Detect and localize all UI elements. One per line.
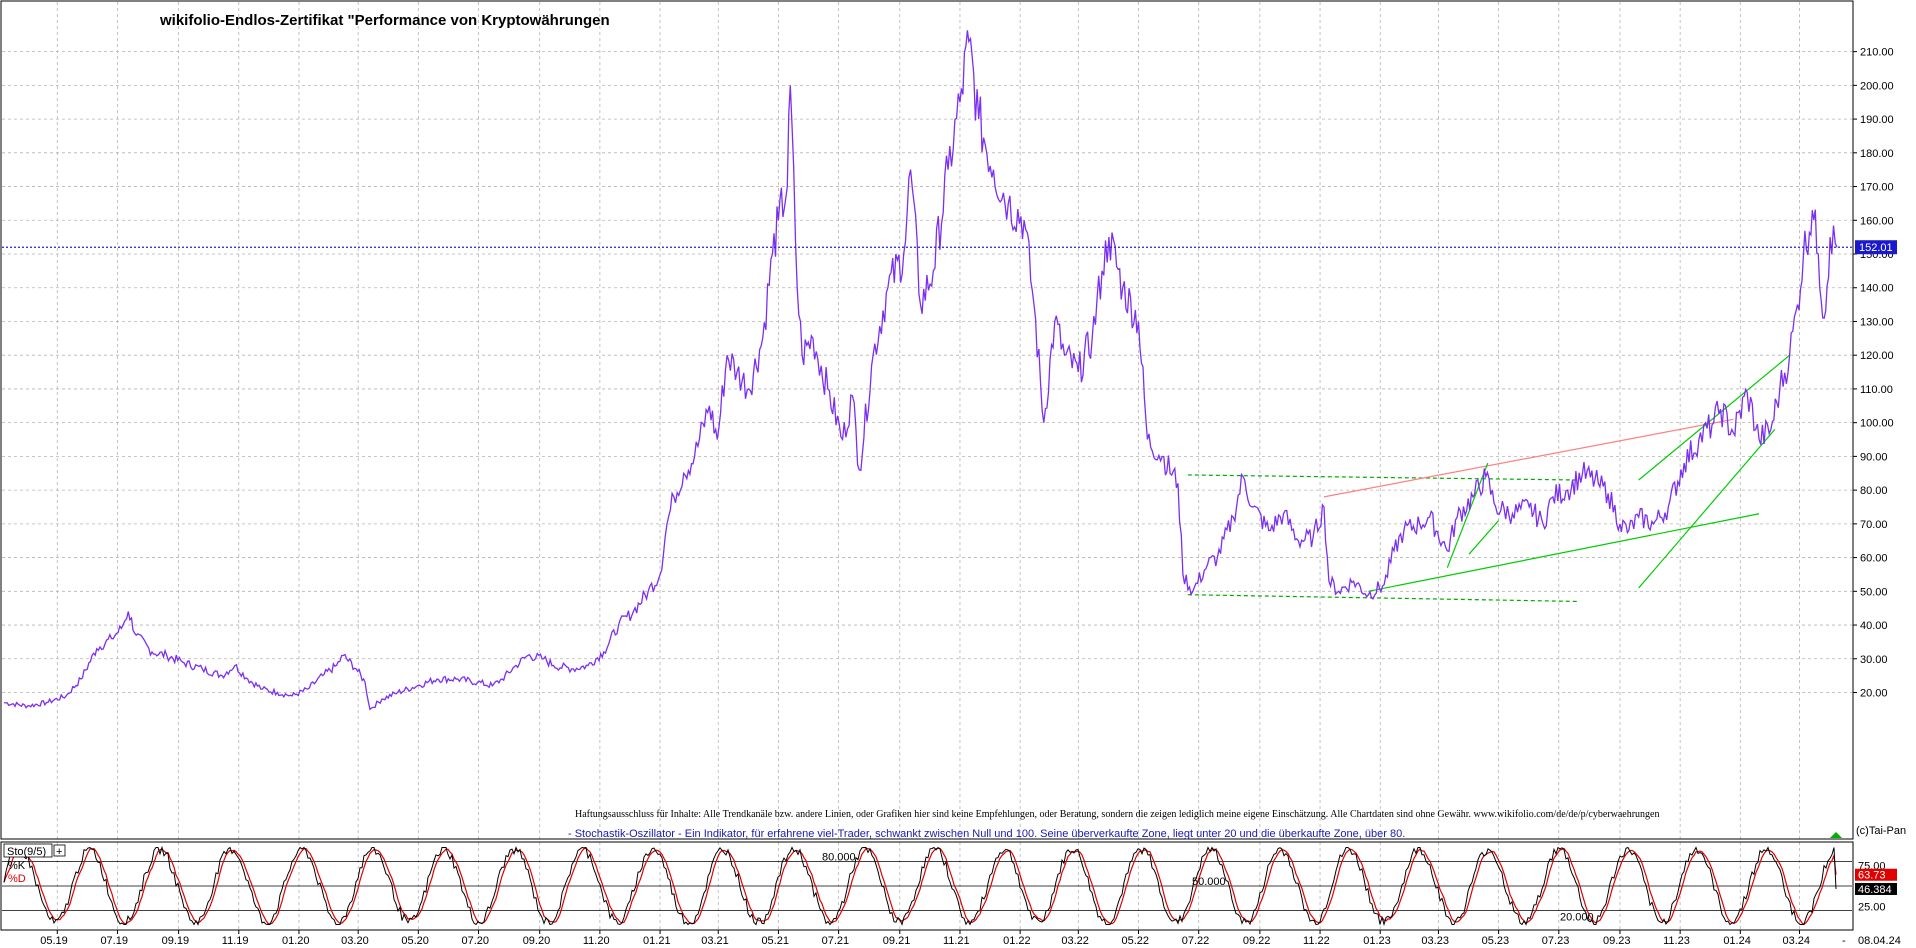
x-tick-label: 03.22 (1061, 935, 1089, 947)
scroll-marker-icon (1830, 832, 1842, 838)
level-50-label: 50.000 (1192, 876, 1226, 888)
x-tick-label: 11.22 (1303, 935, 1330, 947)
x-tick-label: 03.23 (1421, 935, 1449, 947)
x-tick-label: 05.21 (761, 935, 789, 947)
x-tick-label: 01.22 (1003, 935, 1031, 947)
price-tick-label: 210.00 (1860, 47, 1894, 59)
oscillator-expand-button[interactable] (53, 844, 66, 857)
disclaimer-text: Haftungsausschluss für Inhalte: Alle Tre… (575, 809, 1660, 820)
price-tick-label: 120.00 (1860, 350, 1894, 362)
level-80-label: 80.000 (822, 851, 856, 863)
trend-line (1446, 462, 1489, 568)
price-tick-label: 190.00 (1860, 114, 1894, 126)
x-tick-label: 11.21 (943, 935, 970, 947)
x-tick-label: 09.21 (883, 935, 911, 947)
price-tick-label: 90.00 (1860, 451, 1888, 463)
x-tick-label: 09.22 (1243, 935, 1271, 947)
price-tick-label: 40.00 (1860, 620, 1888, 632)
price-tick-label: 30.00 (1860, 654, 1888, 666)
x-tick-label: 01.21 (643, 935, 671, 947)
x-tick-label: 01.23 (1363, 935, 1391, 947)
trend-lines (1187, 354, 1791, 603)
watermark: (c)Tai-Pan (1856, 825, 1906, 837)
x-tick-label: 11.20 (583, 935, 610, 947)
level-20-label: 20.000 (1560, 912, 1594, 924)
x-axis-dash: - (1842, 935, 1846, 947)
x-tick-label: 03.24 (1783, 935, 1811, 947)
trend-line (1323, 418, 1734, 498)
x-tick-label: 07.21 (822, 935, 850, 947)
trend-line (1187, 594, 1578, 603)
trend-line (1638, 429, 1776, 589)
current-value-label: 152.01 (1855, 240, 1897, 255)
x-tick-label: 07.23 (1542, 935, 1570, 947)
legend-k: %K (8, 860, 26, 872)
price-tick-label: 100.00 (1860, 418, 1894, 430)
chart-title: wikifolio-Endlos-Zertifikat "Performance… (159, 12, 610, 29)
x-tick-label: 09.23 (1603, 935, 1631, 947)
grid-lines (2, 2, 1852, 929)
price-panel-frame (0, 0, 1854, 840)
price-tick-label: 20.00 (1860, 688, 1888, 700)
x-axis: 05.19 07.19 09.19 11.19 01.20 03.20 05.20 07.20… (40, 930, 1810, 947)
price-tick-label: 200.00 (1860, 80, 1894, 92)
price-tick-label: 70.00 (1860, 519, 1888, 531)
price-tick-label: 140.00 (1860, 283, 1894, 295)
trend-line (1187, 474, 1578, 481)
x-tick-label: 05.23 (1482, 935, 1510, 947)
price-tick-label: 160.00 (1860, 215, 1894, 227)
osc-tick-25: 25.00 (1858, 902, 1886, 914)
stoch-k-value: 46.384 (1858, 884, 1892, 896)
price-axis: 20.00 30.00 40.00 50.00 60.00 70.00 80.00 90.00… (1853, 47, 1894, 700)
x-tick-label: 09.20 (523, 935, 551, 947)
x-tick-label: 07.22 (1182, 935, 1210, 947)
x-tick-label: 07.19 (100, 935, 128, 947)
stoch-k-badge (1855, 882, 1897, 895)
oscillator-frame (0, 841, 1854, 931)
current-value-badge (1855, 240, 1897, 255)
price-tick-label: 170.00 (1860, 182, 1894, 194)
price-tick-label: 60.00 (1860, 553, 1888, 565)
x-tick-label: 01.20 (282, 935, 310, 947)
price-series-line (3, 30, 1838, 711)
current-value-text: 152.01 (1859, 242, 1893, 254)
x-tick-label: 09.19 (162, 935, 190, 947)
x-tick-label: 05.22 (1122, 935, 1150, 947)
price-tick-label: 50.00 (1860, 586, 1888, 598)
x-tick-label: 05.19 (40, 935, 68, 947)
x-axis-end-date: 08.04.24 (1858, 935, 1901, 947)
stoch-k-line (3, 845, 1837, 927)
price-panel: wikifolio-Endlos-Zertifikat "Performance… (0, 0, 1854, 840)
price-tick-label: 130.00 (1860, 316, 1894, 328)
x-tick-label: 05.20 (401, 935, 429, 947)
x-tick-label: 01.24 (1723, 935, 1751, 947)
oscillator-name: Sto(9/5) (7, 846, 46, 858)
x-tick-label: 11.19 (222, 935, 249, 947)
x-tick-label: 07.20 (462, 935, 490, 947)
price-tick-label: 180.00 (1860, 148, 1894, 160)
x-tick-label: 03.20 (341, 935, 369, 947)
trend-line (1468, 520, 1500, 555)
oscillator-name-box (3, 843, 53, 858)
price-tick-label: 110.00 (1860, 384, 1893, 396)
trend-line (1368, 513, 1760, 592)
x-tick-label: 03.21 (701, 935, 729, 947)
plus-icon: + (56, 846, 62, 858)
stoch-d-line (3, 847, 1837, 925)
legend-d: %D (8, 873, 26, 885)
x-tick-label: 11.23 (1663, 935, 1690, 947)
stoch-d-badge (1855, 868, 1897, 881)
oscillator-axis: 75.00 25.00 63.73 46.384 (1855, 861, 1897, 914)
oscillator-note: - Stochastik-Oszillator - Ein Indikator,… (568, 828, 1405, 840)
oscillator-panel: Sto(9/5) + %K %D 80.000 50.000 20.000 (0, 841, 1854, 931)
stoch-d-value: 63.73 (1858, 870, 1886, 882)
price-tick-label: 80.00 (1860, 485, 1888, 497)
